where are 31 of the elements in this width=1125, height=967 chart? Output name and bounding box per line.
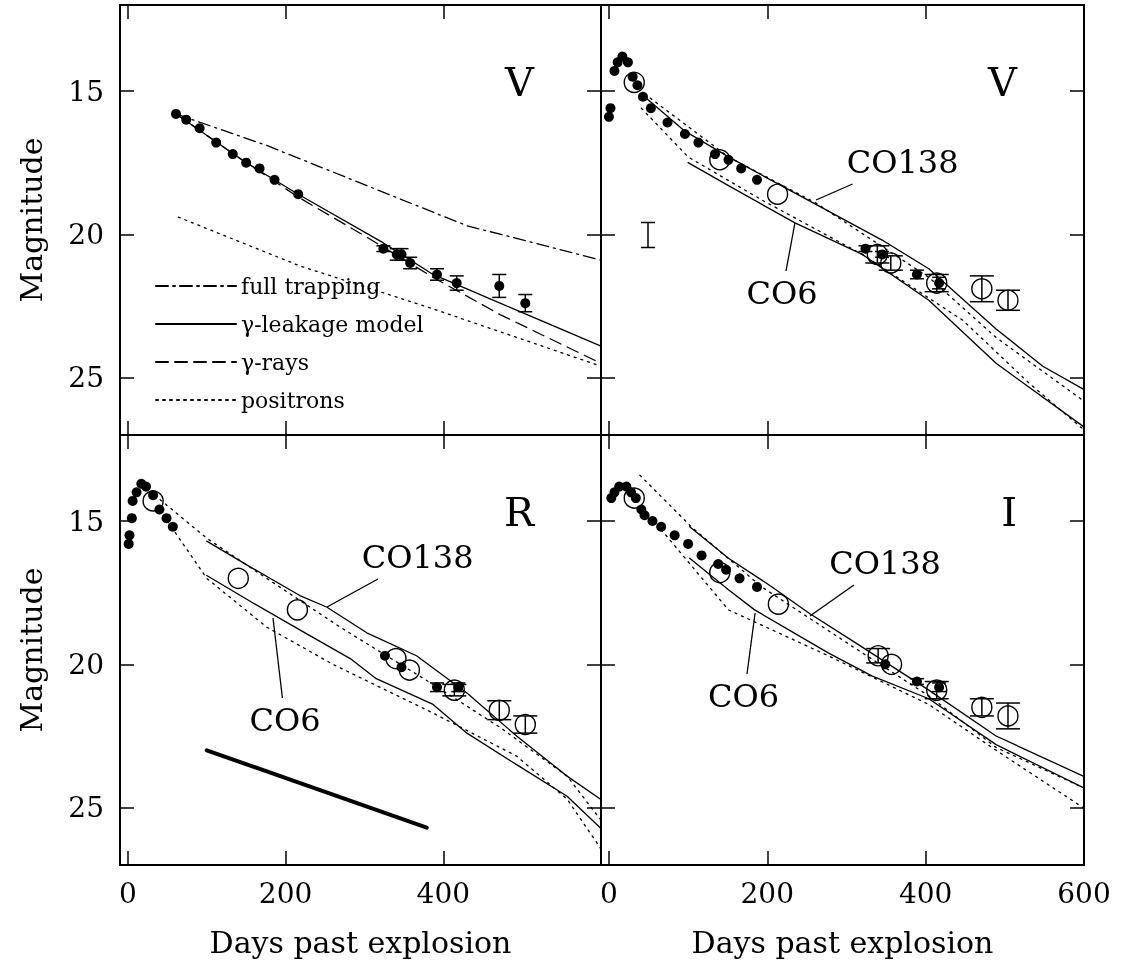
annotation: CO6 (708, 676, 780, 715)
y-axis-title: Magnitude (13, 567, 49, 733)
y-axis-title: Magnitude (13, 137, 49, 303)
x-tick-label: 400 (898, 876, 953, 910)
x-tick-label: 600 (1057, 876, 1111, 910)
legend-label: γ-leakage model (241, 311, 424, 337)
x-axis-title: Days past explosion (209, 924, 512, 960)
x-tick-label: 400 (416, 876, 471, 910)
text: V (504, 59, 536, 105)
y-tick-label: 15 (68, 74, 104, 108)
y-tick-label: 20 (68, 217, 104, 251)
y-tick-label: 25 (68, 361, 104, 395)
legend-label: positrons (241, 387, 345, 413)
y-tick-label: 25 (68, 791, 104, 825)
y-tick-label: 15 (68, 504, 104, 538)
annotation: CO138 (846, 142, 959, 181)
annotation: CO6 (249, 701, 321, 740)
x-tick-label: 200 (740, 876, 795, 910)
text: V (987, 59, 1019, 105)
annotation: CO138 (829, 543, 941, 582)
x-axis-title: Days past explosion (691, 924, 994, 960)
y-tick-label: 20 (68, 647, 104, 681)
x-tick-label: 0 (118, 876, 137, 910)
text: I (1001, 489, 1018, 535)
legend-label: γ-rays (241, 349, 309, 375)
annotation: CO138 (361, 538, 474, 576)
x-tick-label: 200 (258, 876, 313, 910)
text: R (503, 489, 536, 535)
annotation: CO6 (746, 273, 818, 312)
legend-label: full trapping (241, 273, 381, 299)
x-tick-label: 0 (600, 876, 618, 910)
